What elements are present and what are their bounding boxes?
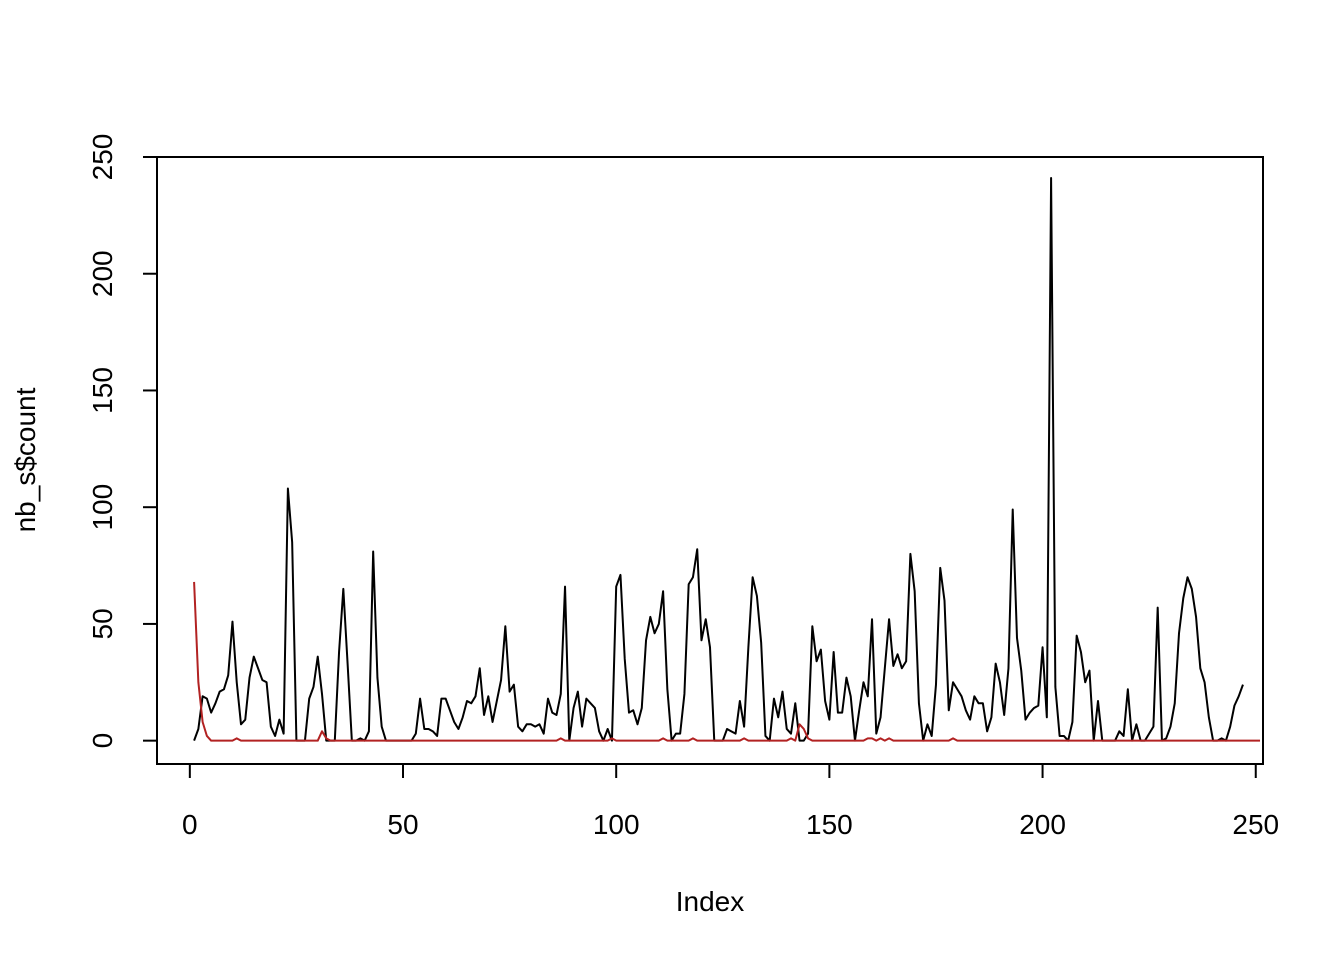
plot-frame <box>156 156 1264 765</box>
y-axis-title: nb_s$count <box>10 387 41 532</box>
y-tick-label: 200 <box>87 250 118 297</box>
y-tick-label: 0 <box>87 733 118 749</box>
y-axis: 0 50 100 150 200 250 <box>87 134 158 749</box>
x-tick-label: 50 <box>387 809 418 840</box>
x-axis: 0 50 100 150 200 250 <box>182 763 1279 840</box>
y-tick-label: 100 <box>87 484 118 531</box>
x-axis-title: Index <box>676 886 745 917</box>
x-tick-label: 0 <box>182 809 198 840</box>
series-layer <box>193 177 1261 742</box>
x-tick-label: 200 <box>1019 809 1066 840</box>
series-line-2 <box>193 581 1261 742</box>
x-tick-label: 150 <box>806 809 853 840</box>
y-tick-label: 50 <box>87 608 118 639</box>
x-tick-label: 100 <box>593 809 640 840</box>
y-tick-label: 150 <box>87 367 118 414</box>
x-tick-label: 250 <box>1232 809 1279 840</box>
y-tick-label: 250 <box>87 134 118 181</box>
series-line-1 <box>193 177 1244 742</box>
